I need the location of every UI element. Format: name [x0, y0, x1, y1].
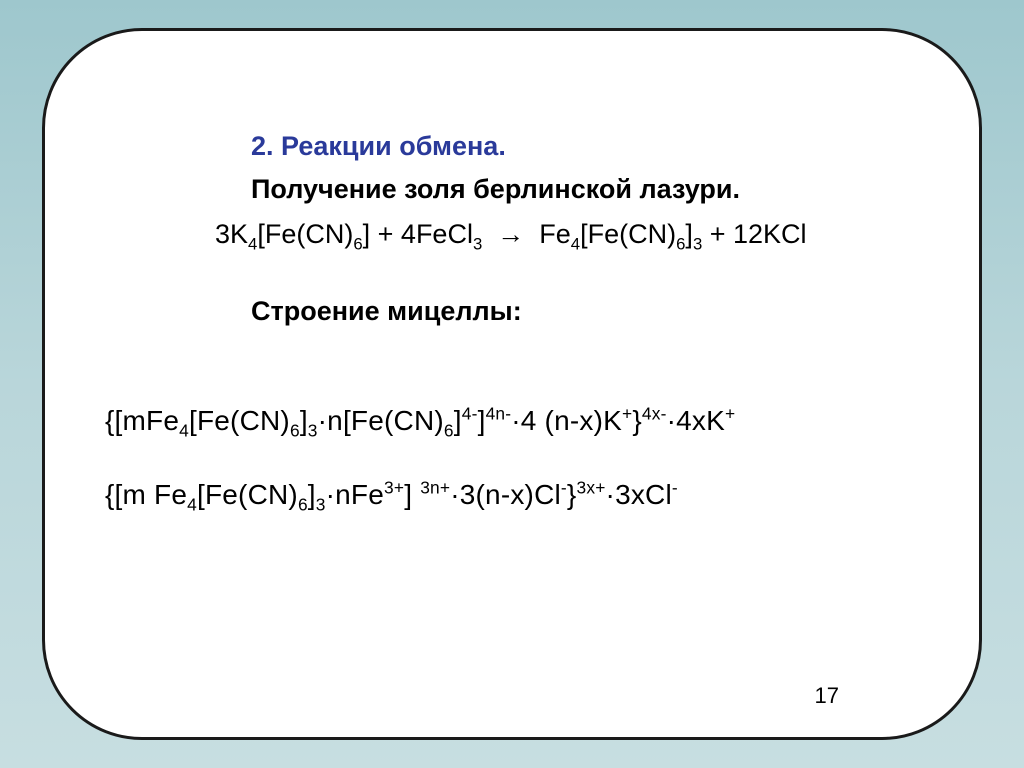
section-heading: 2. Реакции обмена.: [251, 131, 919, 162]
page-number: 17: [815, 683, 839, 709]
slide-card: 2. Реакции обмена. Получение золя берлин…: [42, 28, 982, 740]
micelle-formula-1: {[mFe4[Fe(CN)6]3·n[Fe(CN)6]4-]4n-·4 (n-x…: [105, 405, 919, 437]
micelle-formula-2: {[m Fe4[Fe(CN)6]3·nFe3+] 3n+·3(n-x)Cl-}3…: [105, 479, 919, 511]
slide-page: 2. Реакции обмена. Получение золя берлин…: [0, 0, 1024, 768]
micelle-structure-label: Строение мицеллы:: [251, 296, 919, 327]
subsection-heading: Получение золя берлинской лазури.: [251, 174, 919, 205]
slide-content: 2. Реакции обмена. Получение золя берлин…: [105, 131, 919, 737]
reaction-equation: 3K4[Fe(CN)6] + 4FeCl3 → Fe4[Fe(CN)6]3 + …: [215, 219, 919, 250]
